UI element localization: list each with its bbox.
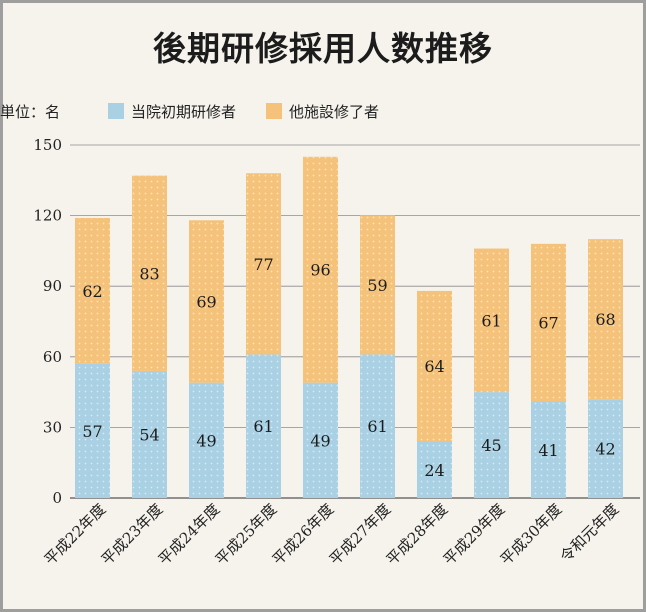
bar-segment-texture <box>417 290 452 442</box>
data-label: 62 <box>82 282 102 301</box>
bar-segment-texture <box>417 441 452 498</box>
data-label: 67 <box>538 314 558 333</box>
bar-segment-texture <box>189 220 224 383</box>
bar-segment-texture <box>303 156 338 383</box>
data-label: 45 <box>481 436 501 455</box>
data-label: 24 <box>424 461 444 480</box>
data-label: 41 <box>538 441 558 460</box>
bar-segment-texture <box>246 354 281 498</box>
bar-segment-texture <box>303 382 338 498</box>
bar-segment-texture <box>360 354 395 498</box>
data-label: 49 <box>196 431 216 450</box>
data-label: 54 <box>139 425 159 444</box>
data-label: 59 <box>367 276 387 295</box>
bar-segment-texture <box>531 243 566 402</box>
y-tick-label: 0 <box>52 489 62 507</box>
bar-segment-texture <box>75 363 110 498</box>
legend-label-series2: 他施設修了者 <box>289 103 380 121</box>
data-label: 96 <box>310 261 330 280</box>
legend-swatch-series2 <box>266 103 282 119</box>
bar-segment-texture <box>132 175 167 371</box>
y-tick-label: 60 <box>43 348 62 366</box>
y-tick-label: 90 <box>43 277 62 295</box>
bar-segment-texture <box>75 217 110 364</box>
bar-segment-texture <box>588 239 623 400</box>
data-label: 61 <box>253 417 273 436</box>
data-label: 57 <box>82 422 102 441</box>
x-tick-label: 平成30年度 <box>497 500 566 569</box>
chart-title: 後期研修採用人数推移 <box>153 29 493 68</box>
data-label: 77 <box>253 255 273 274</box>
y-tick-label: 120 <box>33 207 62 225</box>
data-label: 68 <box>595 310 615 329</box>
legend-swatch-series1 <box>108 103 124 119</box>
bar-segment-texture <box>588 399 623 498</box>
y-tick-label: 150 <box>33 136 62 154</box>
data-label: 49 <box>310 431 330 450</box>
y-tick-label: 30 <box>43 418 62 436</box>
data-label: 64 <box>424 357 444 376</box>
legend-item-series2: 他施設修了者 <box>266 101 379 122</box>
bar-segment-texture <box>360 215 395 355</box>
x-tick-label: 令和元年度 <box>557 500 623 566</box>
legend-label-series1: 当院初期研修者 <box>131 103 237 121</box>
data-label: 61 <box>367 417 387 436</box>
bar-segment-texture <box>474 248 509 393</box>
data-label: 83 <box>139 264 159 283</box>
bar-segment-texture <box>531 401 566 498</box>
bar-segment-texture <box>189 382 224 498</box>
data-label: 69 <box>196 292 216 311</box>
bar-segment-texture <box>474 392 509 498</box>
bar-segment-texture <box>246 173 281 355</box>
unit-label: 単位：名 <box>0 103 61 121</box>
data-label: 61 <box>481 311 501 330</box>
data-label: 42 <box>595 440 615 459</box>
legend-item-series1: 当院初期研修者 <box>108 101 236 122</box>
bar-segment-texture <box>132 370 167 498</box>
